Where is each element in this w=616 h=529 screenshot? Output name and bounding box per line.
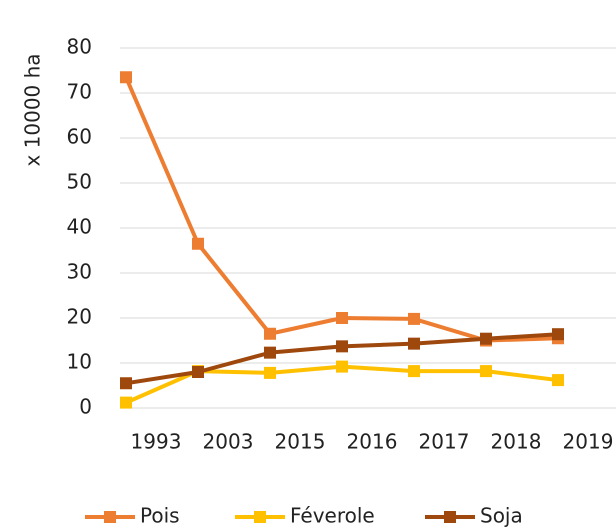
legend-label: Pois: [140, 504, 180, 528]
point: [192, 366, 204, 378]
y-tick-label: 70: [67, 80, 92, 104]
y-tick-label: 80: [67, 35, 92, 59]
x-tick-label: 2018: [491, 430, 542, 454]
x-tick-label: 2016: [347, 430, 398, 454]
y-tick-label: 30: [67, 260, 92, 284]
point: [480, 332, 492, 345]
x-tick-label: 2017: [419, 430, 470, 454]
point: [552, 374, 564, 387]
point: [192, 237, 204, 250]
y-tick-label: 20: [67, 305, 92, 329]
point: [336, 340, 348, 353]
legend-swatch: [254, 511, 266, 523]
point: [264, 327, 276, 340]
point: [264, 366, 276, 379]
x-tick-label: 2003: [203, 430, 254, 454]
point: [264, 346, 276, 359]
y-tick-label: 0: [79, 395, 92, 419]
point: [120, 377, 132, 390]
y-axis-label: x 10000 ha: [21, 53, 45, 166]
point: [408, 365, 420, 378]
point: [480, 365, 492, 378]
point: [408, 337, 420, 350]
x-tick-label: 2019: [563, 430, 614, 454]
y-tick-label: 10: [67, 350, 92, 374]
legend-swatch: [104, 511, 116, 523]
point: [336, 312, 348, 324]
x-tick-label: 1993: [131, 430, 182, 454]
point: [408, 312, 420, 325]
legend-swatch: [444, 511, 456, 523]
point: [552, 328, 564, 341]
point: [120, 71, 132, 84]
legend-label: Soja: [480, 504, 523, 528]
y-tick-label: 60: [67, 125, 92, 149]
point: [120, 396, 132, 409]
x-tick-label: 2015: [275, 430, 326, 454]
point: [336, 360, 348, 373]
y-tick-label: 50: [67, 170, 92, 194]
series-line: [124, 76, 559, 343]
legend-label: Féverole: [290, 504, 375, 528]
y-tick-label: 40: [67, 215, 92, 239]
